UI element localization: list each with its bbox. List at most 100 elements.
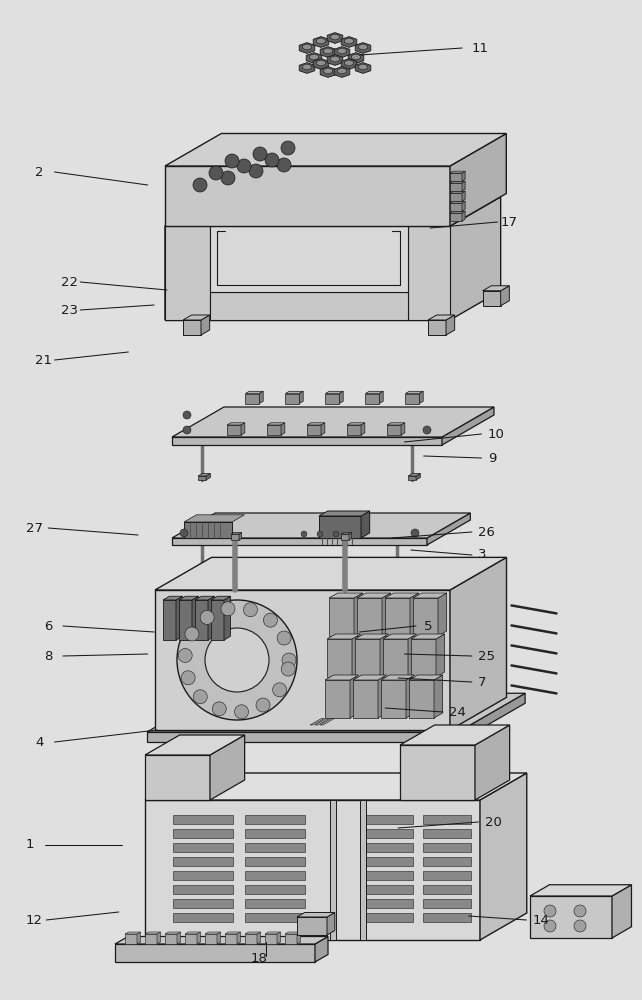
Polygon shape xyxy=(299,43,315,53)
Text: 10: 10 xyxy=(488,428,505,440)
Polygon shape xyxy=(411,634,445,639)
Polygon shape xyxy=(357,598,382,636)
Polygon shape xyxy=(224,596,230,640)
Polygon shape xyxy=(319,516,361,538)
Polygon shape xyxy=(450,203,462,211)
Polygon shape xyxy=(177,932,180,944)
Polygon shape xyxy=(217,932,220,944)
Polygon shape xyxy=(307,423,325,425)
Polygon shape xyxy=(155,557,507,590)
Polygon shape xyxy=(231,534,239,540)
Polygon shape xyxy=(241,423,245,435)
Polygon shape xyxy=(416,474,421,480)
Circle shape xyxy=(281,141,295,155)
Polygon shape xyxy=(315,718,329,725)
Polygon shape xyxy=(365,843,413,852)
Text: 20: 20 xyxy=(485,816,501,828)
Polygon shape xyxy=(179,596,198,600)
Circle shape xyxy=(333,531,339,537)
Circle shape xyxy=(265,153,279,167)
Polygon shape xyxy=(423,843,471,852)
Circle shape xyxy=(574,905,586,917)
Polygon shape xyxy=(245,885,305,894)
Polygon shape xyxy=(530,885,632,896)
Polygon shape xyxy=(198,474,211,476)
Polygon shape xyxy=(198,476,206,480)
Polygon shape xyxy=(352,54,360,60)
Polygon shape xyxy=(227,425,241,435)
Text: 9: 9 xyxy=(488,452,496,464)
Polygon shape xyxy=(173,899,233,908)
Circle shape xyxy=(209,166,223,180)
Polygon shape xyxy=(184,522,232,538)
Polygon shape xyxy=(310,718,324,725)
Polygon shape xyxy=(173,913,233,922)
Polygon shape xyxy=(245,934,257,944)
Polygon shape xyxy=(267,423,285,425)
Text: 18: 18 xyxy=(250,952,267,964)
Polygon shape xyxy=(325,393,340,403)
Polygon shape xyxy=(360,800,366,940)
Polygon shape xyxy=(285,934,297,944)
Polygon shape xyxy=(400,725,510,745)
Polygon shape xyxy=(313,59,329,69)
Polygon shape xyxy=(458,693,525,742)
Polygon shape xyxy=(257,932,261,944)
Polygon shape xyxy=(245,913,305,922)
Circle shape xyxy=(249,164,263,178)
Circle shape xyxy=(183,426,191,434)
Polygon shape xyxy=(349,532,352,540)
Polygon shape xyxy=(183,320,201,335)
Circle shape xyxy=(221,171,235,185)
Polygon shape xyxy=(411,639,436,677)
Polygon shape xyxy=(462,201,465,211)
Polygon shape xyxy=(163,600,176,640)
Circle shape xyxy=(273,683,286,697)
Text: 1: 1 xyxy=(26,838,34,852)
Polygon shape xyxy=(319,511,370,516)
Polygon shape xyxy=(334,47,350,57)
Polygon shape xyxy=(428,320,446,335)
Polygon shape xyxy=(176,596,182,640)
Polygon shape xyxy=(205,934,217,944)
Polygon shape xyxy=(423,871,471,880)
Polygon shape xyxy=(423,913,471,922)
Polygon shape xyxy=(165,133,507,166)
Polygon shape xyxy=(359,64,367,70)
Circle shape xyxy=(253,147,267,161)
Text: 27: 27 xyxy=(26,522,42,534)
Polygon shape xyxy=(325,391,343,393)
Circle shape xyxy=(411,529,419,537)
Polygon shape xyxy=(231,532,241,534)
Circle shape xyxy=(213,702,226,716)
Text: 25: 25 xyxy=(478,650,495,662)
Polygon shape xyxy=(462,211,465,221)
Circle shape xyxy=(183,411,191,419)
Polygon shape xyxy=(172,407,494,437)
Polygon shape xyxy=(334,67,350,77)
Polygon shape xyxy=(281,423,285,435)
Polygon shape xyxy=(365,885,413,894)
Polygon shape xyxy=(347,425,361,435)
Polygon shape xyxy=(115,944,315,962)
Polygon shape xyxy=(183,315,210,320)
Polygon shape xyxy=(378,675,386,718)
Polygon shape xyxy=(329,593,363,598)
Text: 23: 23 xyxy=(61,304,78,316)
Circle shape xyxy=(243,603,257,617)
Polygon shape xyxy=(379,391,383,403)
Polygon shape xyxy=(245,857,305,866)
Polygon shape xyxy=(147,693,525,732)
Polygon shape xyxy=(365,393,379,403)
Polygon shape xyxy=(317,60,325,66)
Polygon shape xyxy=(341,532,352,534)
Polygon shape xyxy=(354,593,363,636)
Circle shape xyxy=(263,613,277,627)
Polygon shape xyxy=(365,899,413,908)
Polygon shape xyxy=(297,917,327,935)
Circle shape xyxy=(225,154,239,168)
Polygon shape xyxy=(184,515,245,522)
Polygon shape xyxy=(341,37,357,47)
Polygon shape xyxy=(327,634,361,639)
Polygon shape xyxy=(612,885,632,938)
